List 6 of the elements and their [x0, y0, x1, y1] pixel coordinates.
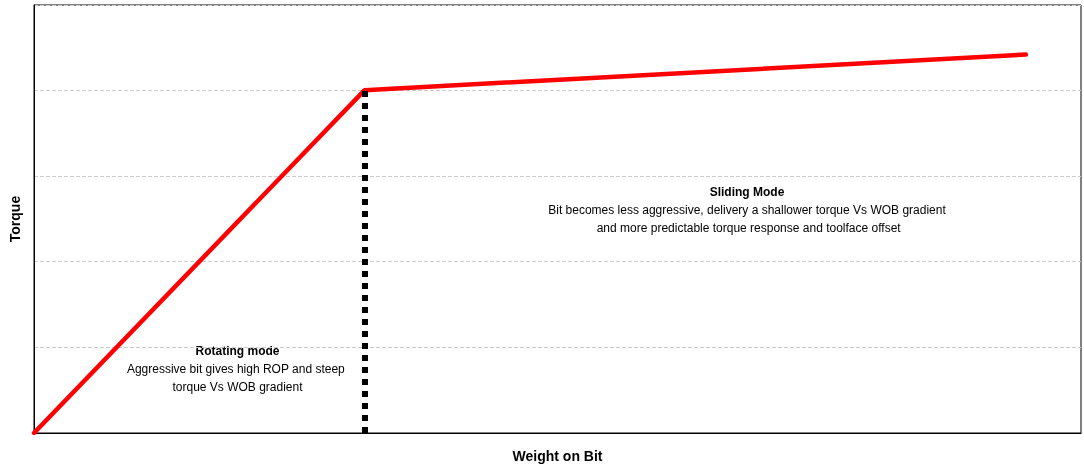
x-axis-title: Weight on Bit — [512, 448, 603, 464]
annotation: Aggressive bit gives high ROP and steep torque Vs WOB gradient — [126, 362, 349, 394]
annotation: Sliding Mode — [709, 185, 785, 199]
annotation: Bit becomes less aggressive, delivery a shallower torque Vs WOB gradient and more predictable torque response and toolface offset — [548, 203, 947, 235]
annotation: Rotating mode — [195, 344, 280, 358]
y-axis-title: Torque — [7, 195, 23, 243]
